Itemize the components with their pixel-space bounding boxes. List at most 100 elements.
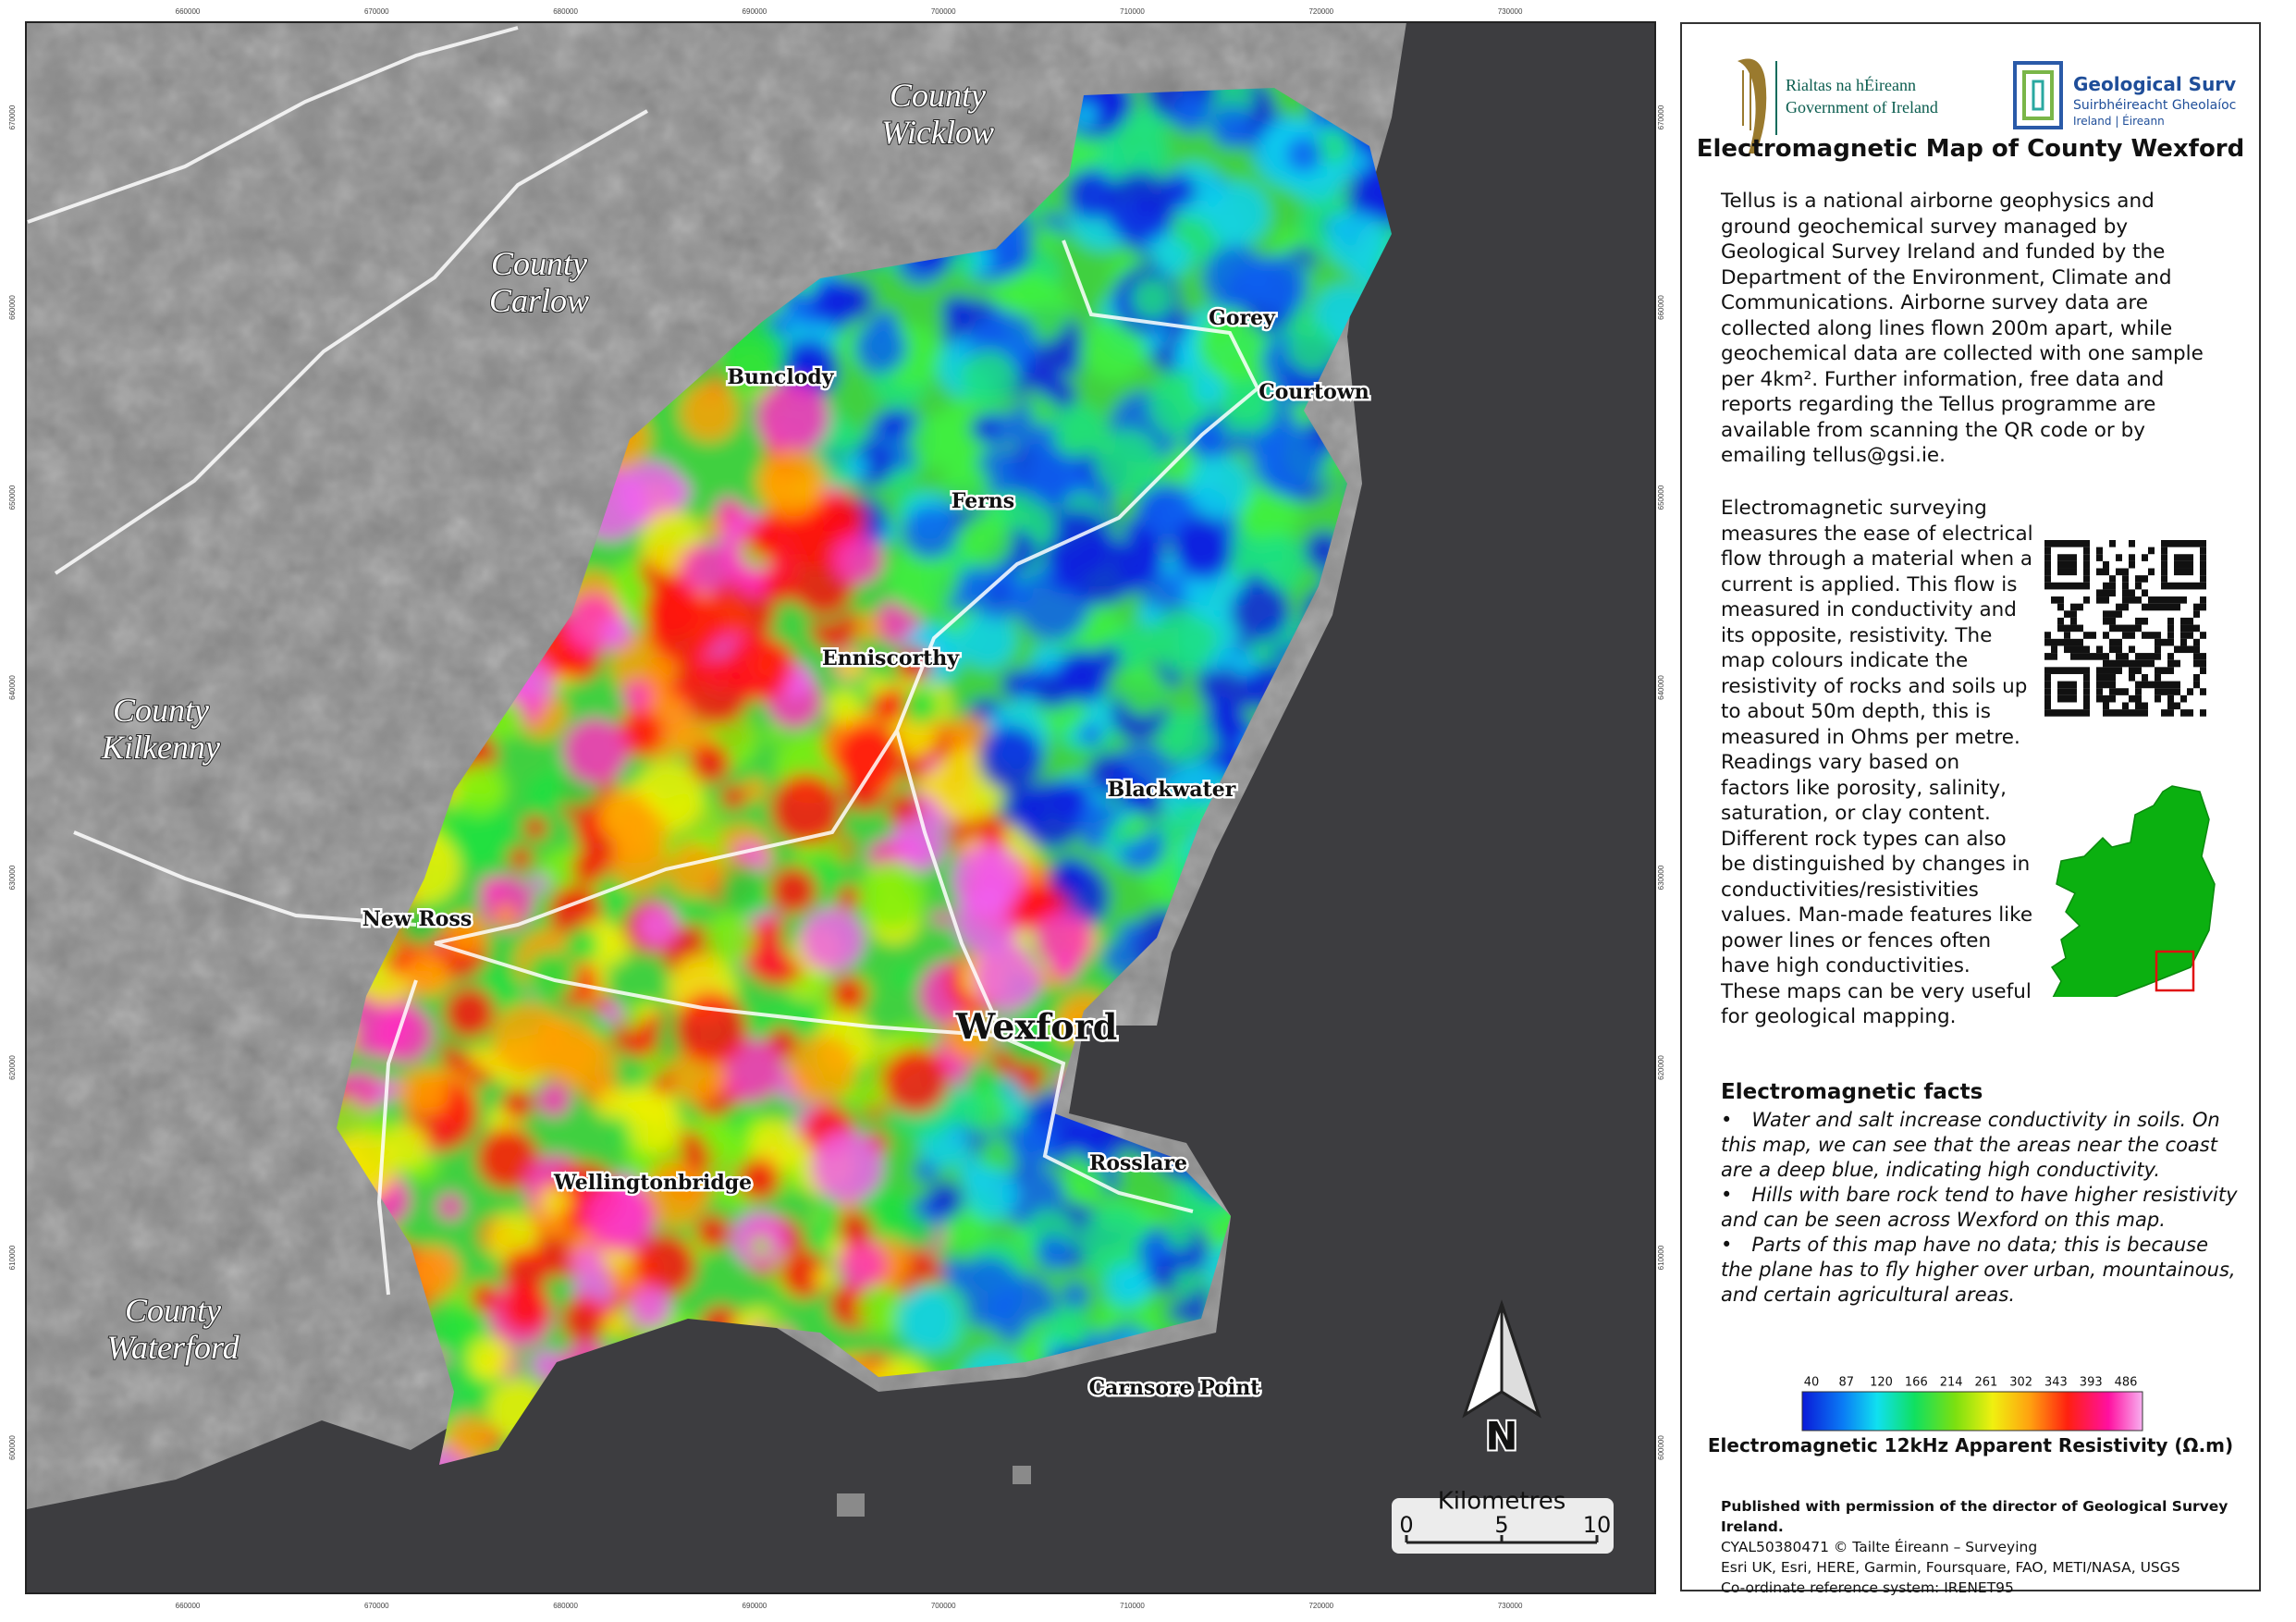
texture-blob bbox=[1049, 1307, 1089, 1347]
texture-blob bbox=[502, 1284, 550, 1332]
texture-blob bbox=[680, 542, 731, 594]
texture-blob bbox=[1136, 1234, 1170, 1267]
texture-blob bbox=[444, 987, 496, 1038]
qr-cell bbox=[2044, 632, 2051, 639]
texture-blob bbox=[1037, 226, 1062, 250]
texture-blob bbox=[1087, 753, 1130, 795]
qr-cell bbox=[2167, 688, 2174, 695]
place-label: Wexford bbox=[955, 1006, 1118, 1048]
credit-line: CYAL50380471 © Tailte Éireann – Surveyin… bbox=[1721, 1539, 2038, 1555]
qr-cell bbox=[2200, 560, 2206, 569]
texture-blob bbox=[618, 710, 664, 756]
qr-cell bbox=[2167, 540, 2174, 547]
qr-cell bbox=[2051, 540, 2057, 547]
easting-label: 730000 bbox=[1498, 7, 1523, 16]
texture-blob bbox=[562, 718, 629, 784]
qr-cell bbox=[2116, 645, 2122, 654]
qr-cell bbox=[2103, 568, 2109, 576]
gsi-country: Ireland | Éireann bbox=[2073, 114, 2165, 128]
qr-cell bbox=[2122, 709, 2129, 717]
qr-cell bbox=[2174, 568, 2180, 576]
place-label: Courtown bbox=[1259, 380, 1369, 404]
texture-blob bbox=[1051, 566, 1075, 590]
qr-cell bbox=[2129, 624, 2135, 633]
qr-cell bbox=[2155, 638, 2161, 646]
qr-cell bbox=[2135, 694, 2142, 703]
texture-blob bbox=[1155, 240, 1192, 276]
texture-blob bbox=[641, 1051, 669, 1078]
texture-blob bbox=[715, 497, 743, 524]
texture-blob bbox=[888, 543, 960, 615]
texture-blob bbox=[571, 1247, 605, 1280]
qr-cell bbox=[2193, 624, 2200, 633]
qr-cell bbox=[2155, 645, 2161, 654]
north-arrow: N bbox=[1462, 1299, 1541, 1461]
qr-cell bbox=[2109, 688, 2116, 695]
place-label: Wellingtonbridge bbox=[553, 1171, 752, 1195]
qr-cell bbox=[2161, 596, 2167, 604]
title: Electromagnetic Map of County Wexford bbox=[1696, 135, 2245, 163]
qr-cell bbox=[2096, 554, 2103, 561]
easting-label: 730000 bbox=[1498, 1602, 1523, 1610]
qr-cell bbox=[2122, 603, 2129, 611]
qr-cell bbox=[2180, 638, 2187, 646]
qr-cell bbox=[2103, 582, 2109, 590]
easting-label: 680000 bbox=[553, 7, 578, 16]
place-label: Blackwater bbox=[1108, 778, 1236, 802]
qr-code[interactable] bbox=[2044, 540, 2207, 718]
legend-tick-label: 120 bbox=[1870, 1376, 1893, 1390]
qr-cell bbox=[2103, 560, 2109, 569]
qr-cell bbox=[2064, 694, 2070, 703]
texture-blob bbox=[509, 846, 533, 870]
qr-cell bbox=[2135, 582, 2142, 590]
qr-cell bbox=[2161, 554, 2167, 561]
qr-cell bbox=[2129, 645, 2135, 654]
qr-cell bbox=[2161, 603, 2167, 611]
texture-blob bbox=[1103, 941, 1136, 975]
qr-cell bbox=[2064, 681, 2070, 689]
texture-blob bbox=[811, 1131, 883, 1203]
texture-blob bbox=[574, 818, 600, 844]
qr-cell bbox=[2103, 702, 2109, 710]
qr-cell bbox=[2180, 560, 2187, 569]
texture-blob bbox=[1206, 690, 1224, 708]
qr-cell bbox=[2167, 702, 2174, 710]
texture-blob bbox=[446, 913, 488, 955]
texture-blob bbox=[643, 1162, 707, 1227]
qr-cell bbox=[2070, 638, 2077, 646]
texture-blob bbox=[456, 763, 508, 815]
qr-cell bbox=[2180, 596, 2187, 604]
qr-cell bbox=[2200, 659, 2206, 668]
qr-cell bbox=[2109, 575, 2116, 583]
qr-cell bbox=[2129, 596, 2135, 604]
qr-cell bbox=[2142, 617, 2148, 625]
qr-cell bbox=[2167, 653, 2174, 660]
gsi-name: Geological Survey bbox=[2073, 73, 2237, 95]
texture-blob bbox=[903, 506, 957, 559]
qr-cell bbox=[2116, 610, 2122, 618]
qr-cell bbox=[2064, 568, 2070, 576]
texture-blob bbox=[941, 461, 989, 509]
qr-cell bbox=[2187, 568, 2193, 576]
county-label: County Waterford bbox=[106, 1292, 239, 1366]
qr-cell bbox=[2167, 638, 2174, 646]
scale-title: Kilometres bbox=[1438, 1488, 1566, 1516]
texture-blob bbox=[750, 1119, 802, 1171]
qr-cell bbox=[2070, 617, 2077, 625]
qr-cell bbox=[2174, 554, 2180, 561]
qr-cell bbox=[2109, 694, 2116, 703]
qr-cell bbox=[2057, 709, 2064, 717]
northing-label: 640000 bbox=[1657, 675, 1664, 700]
qr-cell bbox=[2148, 547, 2155, 555]
northing-label: 620000 bbox=[8, 1055, 17, 1080]
texture-blob bbox=[690, 743, 731, 783]
qr-cell bbox=[2116, 638, 2122, 646]
easting-label: 710000 bbox=[1120, 7, 1145, 16]
qr-cell bbox=[2193, 638, 2200, 646]
logos: Rialtas na hÉireann Government of Irelan… bbox=[1737, 58, 2237, 154]
qr-cell bbox=[2174, 560, 2180, 569]
legend-tick-label: 302 bbox=[2009, 1376, 2032, 1390]
qr-cell bbox=[2135, 659, 2142, 668]
texture-blob bbox=[374, 1004, 434, 1063]
qr-cell bbox=[2103, 610, 2109, 618]
